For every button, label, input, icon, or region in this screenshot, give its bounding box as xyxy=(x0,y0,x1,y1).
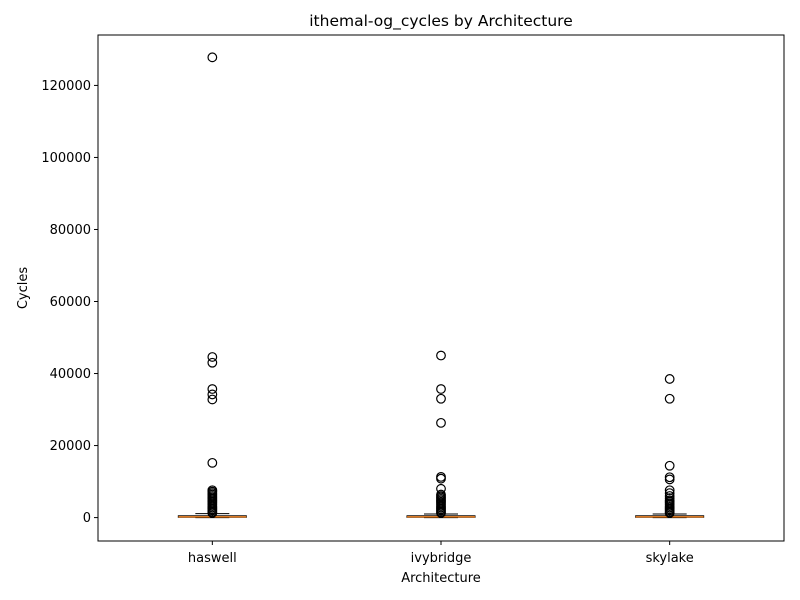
outlier-point xyxy=(436,508,446,518)
outlier-point xyxy=(207,384,218,394)
x-axis: haswell ivybridge skylake xyxy=(188,541,694,566)
x-axis-label: Architecture xyxy=(401,571,481,586)
y-tick-label: 0 xyxy=(83,511,91,526)
outlier-point xyxy=(436,417,446,428)
box-group-haswell xyxy=(177,52,247,519)
y-axis-label: Cycles xyxy=(16,267,31,310)
outlier-point xyxy=(664,485,675,496)
outlier-point xyxy=(664,374,675,384)
outlier-point xyxy=(664,508,675,518)
outlier-point xyxy=(207,357,218,368)
outlier-point xyxy=(207,52,218,63)
outlier-point xyxy=(207,457,218,468)
chart-title: ithemal-og_cycles by Architecture xyxy=(309,12,573,31)
outlier-point xyxy=(436,393,446,404)
x-tick-label: skylake xyxy=(646,551,694,566)
y-tick-label: 120000 xyxy=(41,79,91,94)
box-group-skylake xyxy=(635,374,705,519)
outlier-point xyxy=(664,460,675,471)
x-tick-label: ivybridge xyxy=(411,551,472,566)
outlier-point xyxy=(436,350,446,361)
outlier-point xyxy=(436,384,446,394)
x-tick-label: haswell xyxy=(188,551,237,566)
y-tick-label: 60000 xyxy=(50,295,91,310)
y-tick-label: 40000 xyxy=(50,367,91,382)
axes-frame xyxy=(97,34,785,542)
y-tick-label: 100000 xyxy=(41,151,91,166)
outlier-point xyxy=(664,474,675,485)
y-tick-label: 20000 xyxy=(50,439,91,454)
outlier-point xyxy=(207,508,218,518)
outlier-point xyxy=(207,352,218,362)
outlier-point xyxy=(207,389,218,400)
y-tick-label: 80000 xyxy=(50,223,91,238)
box-group-ivybridge xyxy=(406,350,476,519)
outlier-point xyxy=(664,393,675,404)
outlier-point xyxy=(436,473,446,484)
plot-area xyxy=(177,52,705,519)
outlier-point xyxy=(207,394,218,405)
y-axis: 0 20000 40000 60000 80000 100000 120000 xyxy=(41,79,98,526)
